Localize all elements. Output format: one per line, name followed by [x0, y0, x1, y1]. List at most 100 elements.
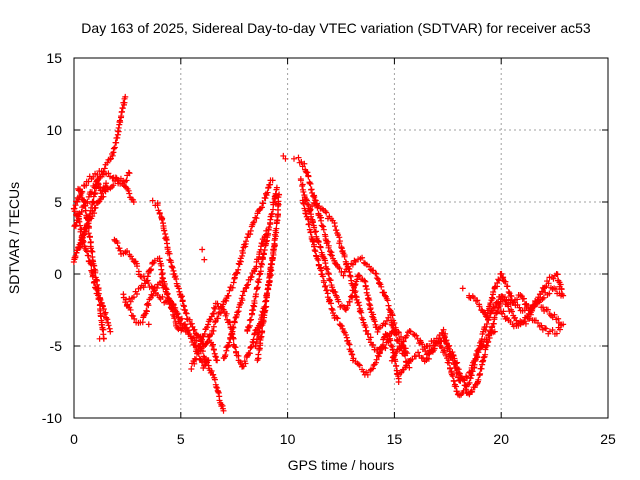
data-point [355, 361, 362, 368]
data-points [70, 93, 567, 414]
data-point [384, 297, 391, 304]
data-point [89, 213, 96, 220]
data-point [248, 343, 255, 350]
x-axis-label: GPS time / hours [288, 457, 395, 473]
data-point [149, 292, 156, 299]
data-point [77, 222, 84, 229]
data-point [103, 180, 110, 187]
data-point [204, 359, 211, 366]
y-tick-label: 10 [46, 122, 62, 138]
data-point [134, 263, 141, 270]
data-point [169, 264, 176, 271]
data-point [210, 304, 217, 311]
data-point [530, 304, 537, 311]
data-point [246, 322, 253, 329]
data-point [178, 320, 185, 327]
data-point [560, 321, 567, 328]
data-point [193, 331, 200, 338]
data-point [90, 272, 97, 279]
data-point [336, 238, 343, 245]
data-point [517, 292, 524, 299]
data-point [251, 268, 258, 275]
data-point [191, 326, 198, 333]
data-point [514, 296, 521, 303]
data-point [113, 175, 120, 182]
data-point [358, 309, 365, 316]
data-point [85, 223, 92, 230]
data-point [527, 311, 534, 318]
data-point [364, 295, 371, 302]
data-point [500, 308, 507, 315]
data-point [269, 210, 276, 217]
data-point [107, 328, 114, 335]
data-point [140, 284, 147, 291]
data-point [373, 275, 380, 282]
data-point [493, 310, 500, 317]
data-point [320, 223, 327, 230]
data-point [76, 218, 83, 225]
data-point [392, 358, 399, 365]
data-point [145, 302, 152, 309]
data-point [312, 248, 319, 255]
data-point [327, 300, 334, 307]
data-point [159, 293, 166, 300]
data-point [78, 226, 85, 233]
data-point [179, 297, 186, 304]
data-point [201, 256, 208, 263]
data-point [210, 310, 217, 317]
data-point [150, 288, 157, 295]
data-point [127, 298, 134, 305]
data-point [215, 388, 222, 395]
data-point [255, 351, 262, 358]
data-point [248, 273, 255, 280]
data-point [311, 243, 318, 250]
data-point [306, 207, 313, 214]
data-point [446, 359, 453, 366]
data-point [276, 191, 283, 198]
data-point [508, 308, 515, 315]
data-point [122, 296, 129, 303]
data-point [85, 252, 92, 259]
data-point [350, 355, 357, 362]
data-point [106, 325, 113, 332]
data-point [349, 351, 356, 358]
data-point [258, 261, 265, 268]
data-point [244, 328, 251, 335]
data-point [207, 316, 214, 323]
data-point [89, 248, 96, 255]
data-point [335, 298, 342, 305]
data-point [463, 373, 470, 380]
data-point [239, 252, 246, 259]
data-point [456, 370, 463, 377]
data-point [214, 300, 221, 307]
data-point [474, 353, 481, 360]
data-point [74, 210, 81, 217]
data-point [338, 323, 345, 330]
data-point [454, 359, 461, 366]
data-point [96, 335, 103, 342]
data-point [105, 322, 112, 329]
x-tick-label: 25 [600, 431, 616, 447]
data-point [212, 305, 219, 312]
data-point [477, 370, 484, 377]
data-point [231, 319, 238, 326]
data-point [242, 285, 249, 292]
data-point [546, 290, 553, 297]
data-point [301, 160, 308, 167]
data-point [511, 314, 518, 321]
data-point [505, 303, 512, 310]
data-point [550, 275, 557, 282]
data-point [302, 210, 309, 217]
data-point [361, 277, 368, 284]
data-point [183, 310, 190, 317]
data-point [555, 315, 562, 322]
data-point [387, 311, 394, 318]
data-point [369, 365, 376, 372]
data-point [475, 376, 482, 383]
data-point [315, 238, 322, 245]
data-point [364, 371, 371, 378]
data-point [304, 169, 311, 176]
data-point [90, 173, 97, 180]
data-point [346, 269, 353, 276]
